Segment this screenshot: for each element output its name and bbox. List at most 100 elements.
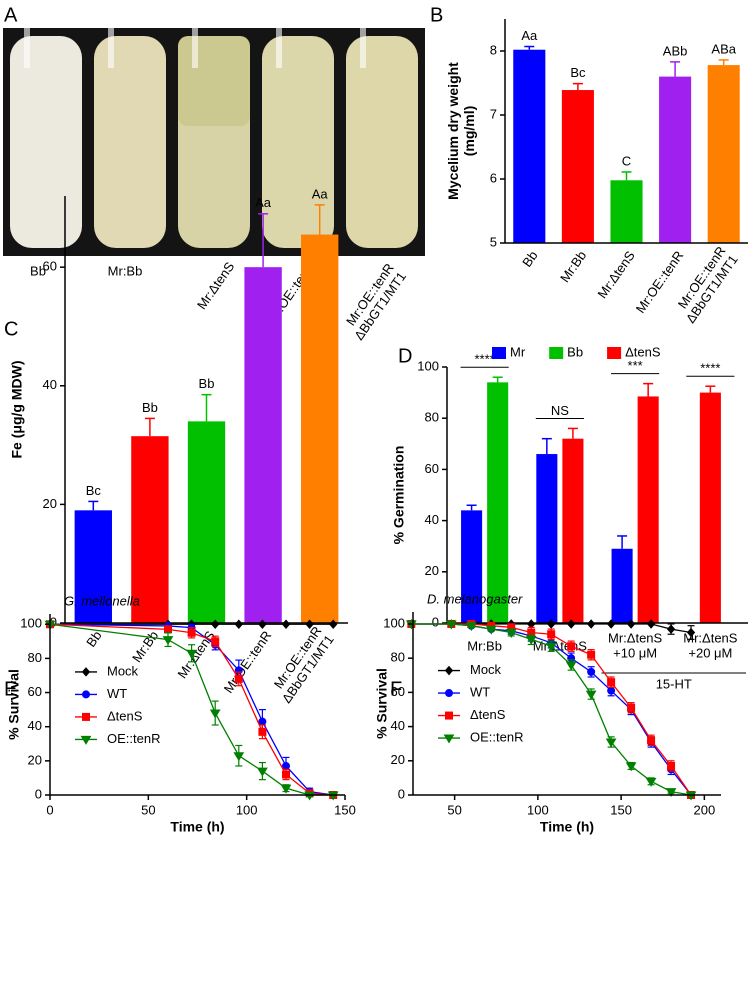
- tube: [346, 36, 418, 248]
- point: [234, 619, 243, 630]
- panel-label: D: [398, 345, 412, 367]
- error-bar: [201, 393, 212, 422]
- point: [186, 649, 197, 659]
- legend-swatch: [607, 347, 622, 359]
- error-bar: [144, 417, 155, 437]
- point: [234, 674, 243, 683]
- point: [587, 667, 596, 676]
- bar-annotation: ABb: [663, 43, 688, 58]
- chart-title: G. mellonella: [64, 593, 140, 608]
- error-bar: [718, 59, 729, 66]
- x-tick-label: 200: [693, 802, 715, 817]
- point: [545, 642, 557, 652]
- y-axis-label: % Survival: [374, 668, 390, 739]
- tube-clear-top: [178, 36, 250, 126]
- y-tick-label: 6: [490, 170, 497, 185]
- panel-label: A: [4, 4, 18, 26]
- legend-label: Mock: [470, 662, 502, 677]
- point: [211, 637, 220, 646]
- bar: [187, 421, 226, 623]
- tube-label: Mr:OE::tenRΔBbGT1/MT1: [339, 261, 409, 343]
- x-tick-label: Mr:ΔtenS: [533, 638, 588, 653]
- point: [626, 619, 636, 629]
- y-tick-label: 40: [425, 512, 439, 527]
- x-tick-label: Mr:ΔtenS: [174, 628, 218, 681]
- legend-label: WT: [470, 684, 490, 699]
- point: [646, 619, 656, 629]
- point: [606, 619, 616, 629]
- error-bar: [258, 213, 269, 268]
- point: [258, 619, 267, 630]
- y-tick-label: 20: [391, 752, 405, 767]
- bar-annotation: Bb: [142, 400, 158, 415]
- legend-marker: [443, 734, 455, 744]
- legend-label: Mr: [510, 344, 526, 359]
- x-tick-label: 0: [46, 802, 53, 817]
- bar-annotation: Aa: [312, 186, 329, 201]
- x-tick-label: Mr:Bb: [129, 628, 161, 665]
- point: [565, 661, 577, 671]
- point: [209, 709, 221, 719]
- y-tick-label: 60: [391, 684, 405, 699]
- x-tick-label: Mr:Bb: [467, 638, 502, 653]
- bar-annotation: Aa: [255, 195, 272, 210]
- point: [211, 619, 220, 630]
- x-tick-label: Mr:OE::tenRΔBbGT1/MT1: [267, 624, 337, 706]
- x-axis-label: Time (h): [540, 819, 594, 835]
- y-tick-label: 0: [432, 614, 439, 629]
- bar: [611, 548, 633, 623]
- point: [666, 624, 676, 634]
- x-tick-label: 100: [527, 802, 549, 817]
- error-bar: [572, 82, 583, 91]
- y-tick-label: 100: [383, 615, 405, 630]
- y-tick-label: 80: [28, 650, 42, 665]
- point: [485, 625, 497, 635]
- point: [607, 678, 616, 687]
- bar: [301, 234, 339, 623]
- y-tick-label: 80: [425, 410, 439, 425]
- point: [465, 622, 477, 632]
- x-axis-label: Time (h): [170, 819, 224, 835]
- point: [665, 788, 677, 798]
- x-tick-label: Mr:Bb: [557, 248, 589, 285]
- y-tick-label: 8: [490, 42, 497, 57]
- point: [627, 703, 636, 712]
- point: [505, 629, 517, 638]
- bar: [659, 76, 692, 243]
- y-tick-label: 60: [28, 684, 42, 699]
- tube: [262, 36, 334, 248]
- point: [525, 635, 537, 645]
- point: [445, 620, 457, 630]
- x-tick-label: Bb: [83, 628, 104, 650]
- point: [164, 625, 172, 634]
- legend-label: ΔtenS: [625, 344, 661, 359]
- error-bar: [466, 504, 477, 511]
- point: [625, 762, 637, 772]
- y-tick-label: 7: [490, 106, 497, 121]
- error-bar: [88, 500, 99, 511]
- x-tick-label: 100: [236, 802, 258, 817]
- glass-rod: [360, 28, 366, 68]
- legend-marker: [445, 689, 453, 698]
- y-tick-label: 60: [43, 259, 57, 274]
- y-axis-label: % Survival: [6, 669, 22, 740]
- point: [667, 761, 676, 770]
- bar: [487, 382, 509, 623]
- legend-marker: [444, 665, 454, 676]
- y-tick-label: 0: [398, 786, 405, 801]
- chart-title: D. melanogaster: [427, 591, 523, 606]
- point: [645, 777, 657, 787]
- bar-annotation: Bc: [86, 483, 102, 498]
- legend-label: ΔtenS: [470, 707, 506, 722]
- legend-label: Mock: [107, 663, 139, 678]
- x-tick-label: 50: [447, 802, 461, 817]
- point: [280, 784, 292, 794]
- point: [527, 619, 536, 629]
- x-tick-label: 150: [610, 802, 632, 817]
- point: [587, 650, 596, 659]
- y-tick-label: 100: [417, 358, 439, 373]
- tube-label: Mr:Bb: [108, 263, 143, 278]
- point: [257, 767, 268, 777]
- y-tick-label: 60: [425, 461, 439, 476]
